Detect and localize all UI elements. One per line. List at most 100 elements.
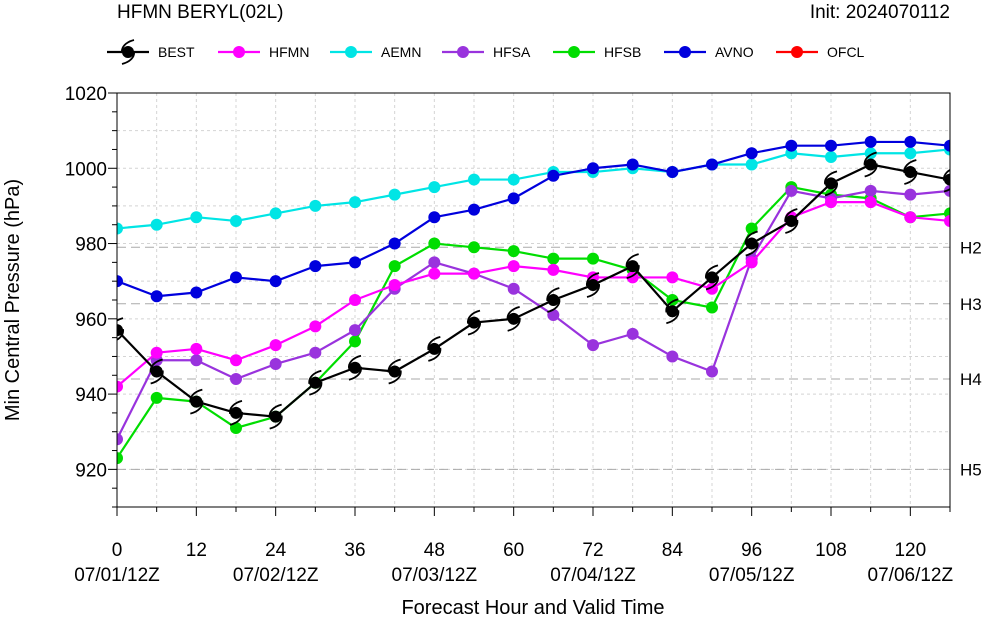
x-tick-label: 60 xyxy=(503,540,524,561)
y-tick-label: 1020 xyxy=(65,84,107,105)
hurricane-icon xyxy=(903,159,918,185)
data-point-hfsa xyxy=(230,373,242,386)
legend-marker-best xyxy=(122,46,134,58)
data-point-best xyxy=(706,271,718,284)
data-point-best xyxy=(864,158,877,171)
legend-marker-aemn xyxy=(345,46,357,58)
data-point-aemn xyxy=(468,173,480,186)
y-tick-label: 920 xyxy=(75,460,107,481)
series-line-aemn xyxy=(117,148,950,230)
data-point-aemn xyxy=(230,214,242,227)
legend: BEST HFMN AEMN HFSA HFSB AVNO OFCL xyxy=(107,39,865,65)
data-point-hfmn xyxy=(825,196,837,209)
data-point-aemn xyxy=(309,199,322,212)
hurricane-icon xyxy=(427,336,442,362)
data-point-hfmn xyxy=(666,271,679,284)
data-point-hfsa xyxy=(507,282,520,295)
data-point-hfsb xyxy=(150,391,163,404)
data-point-hfmn xyxy=(269,339,282,352)
chart-title: HFMN BERYL(02L) xyxy=(117,2,283,23)
data-point-best xyxy=(745,237,758,250)
data-point-best xyxy=(388,365,401,378)
data-point-best xyxy=(150,365,163,378)
data-point-hfsa xyxy=(864,184,877,197)
hurricane-icon xyxy=(308,369,323,396)
data-point-hfmn xyxy=(904,211,917,224)
hurricane-icon xyxy=(863,151,878,178)
data-point-aemn xyxy=(388,188,401,201)
data-point-avno xyxy=(117,275,123,288)
data-point-hfsa xyxy=(309,346,322,359)
data-point-aemn xyxy=(904,147,917,160)
hurricane-icon xyxy=(784,208,799,234)
data-point-best xyxy=(626,260,639,273)
legend-label-hfsa: HFSA xyxy=(493,44,531,60)
data-point-avno xyxy=(309,260,322,273)
grid xyxy=(117,93,951,507)
plot-frame xyxy=(116,92,951,508)
data-point-best xyxy=(587,278,599,291)
data-point-hfmn xyxy=(864,196,877,209)
series-avno xyxy=(117,135,950,303)
y-axis-label: Min Central Pressure (hPa) xyxy=(2,179,24,421)
data-point-hfsa xyxy=(706,365,718,378)
data-point-hfmn xyxy=(230,354,242,367)
data-point-hfsa xyxy=(269,357,282,370)
data-point-avno xyxy=(626,158,639,171)
data-point-hfmn xyxy=(309,320,322,333)
data-point-avno xyxy=(230,271,242,284)
data-point-hfsb xyxy=(468,241,480,254)
x-tick-label: 48 xyxy=(424,540,445,561)
series-line-best xyxy=(117,163,950,418)
data-point-hfmn xyxy=(507,260,520,273)
data-point-aemn xyxy=(190,211,203,224)
y-tick-label: 940 xyxy=(75,385,107,406)
series-hfmn xyxy=(117,196,950,393)
data-point-avno xyxy=(269,275,282,288)
hurricane-icon xyxy=(625,253,640,280)
legend-item-ofcl: OFCL xyxy=(776,44,865,60)
legend-item-hfmn: HFMN xyxy=(218,44,309,60)
data-point-hfmn xyxy=(190,342,203,355)
x-tick-label: 0 xyxy=(112,540,123,561)
data-point-hfsa xyxy=(626,327,639,340)
data-point-avno xyxy=(706,158,718,171)
x-date-label: 07/01/12Z xyxy=(74,565,160,586)
x-date-label: 07/05/12Z xyxy=(709,565,795,586)
data-point-best xyxy=(547,294,560,306)
data-point-hfmn xyxy=(944,214,950,227)
data-point-hfsa xyxy=(190,354,203,367)
data-point-avno xyxy=(190,286,203,299)
data-point-avno xyxy=(547,169,560,182)
data-point-aemn xyxy=(428,181,441,194)
data-point-hfsa xyxy=(785,184,798,197)
legend-marker-hfmn xyxy=(233,46,245,58)
category-lines: H2 H3 H4 H5 xyxy=(117,238,982,479)
data-point-aemn xyxy=(150,218,163,231)
data-point-best xyxy=(349,361,361,374)
data-point-hfsb xyxy=(428,237,441,250)
data-point-best xyxy=(507,312,520,325)
data-point-hfmn xyxy=(547,263,560,276)
x-tick-label: 12 xyxy=(186,540,207,561)
data-point-best xyxy=(944,173,950,186)
data-point-best xyxy=(428,342,441,355)
data-point-avno xyxy=(904,135,917,148)
data-point-hfsb xyxy=(230,421,242,434)
category-label-h4: H4 xyxy=(960,370,982,389)
data-point-best xyxy=(190,395,203,408)
hurricane-icon xyxy=(149,358,164,385)
data-point-hfmn xyxy=(349,294,361,306)
data-point-hfsa xyxy=(547,309,560,322)
legend-label-best: BEST xyxy=(158,44,195,60)
data-point-hfmn xyxy=(388,278,401,291)
data-point-hfsa xyxy=(587,339,599,352)
data-point-avno xyxy=(150,290,163,303)
x-axis-label: Forecast Hour and Valid Time xyxy=(401,597,664,618)
data-point-hfsb xyxy=(547,252,560,265)
y-tick-label: 980 xyxy=(75,235,107,256)
data-point-avno xyxy=(745,147,758,160)
x-tick-label: 24 xyxy=(265,540,287,561)
init-label: Init: 2024070112 xyxy=(810,2,950,23)
